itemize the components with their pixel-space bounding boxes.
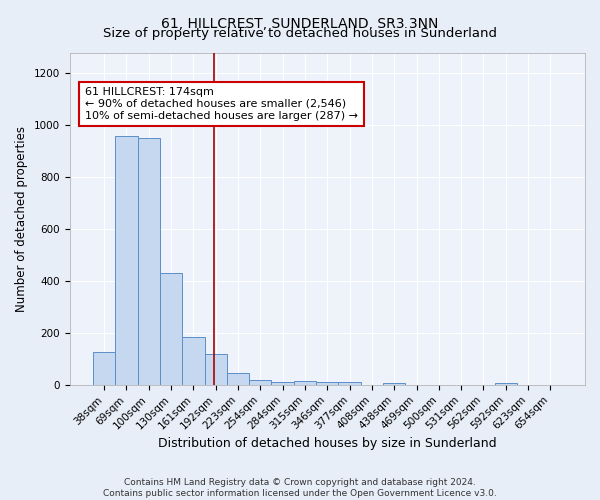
Text: Contains HM Land Registry data © Crown copyright and database right 2024.
Contai: Contains HM Land Registry data © Crown c… xyxy=(103,478,497,498)
Bar xyxy=(316,382,338,385)
Bar xyxy=(294,381,316,385)
Bar xyxy=(271,382,294,385)
Bar xyxy=(137,138,160,385)
Text: 61, HILLCREST, SUNDERLAND, SR3 3NN: 61, HILLCREST, SUNDERLAND, SR3 3NN xyxy=(161,18,439,32)
Bar xyxy=(205,354,227,385)
Bar xyxy=(182,337,205,385)
Bar xyxy=(115,136,137,385)
Bar xyxy=(93,352,115,385)
Bar xyxy=(249,380,271,385)
Bar xyxy=(227,373,249,385)
Bar xyxy=(160,273,182,385)
X-axis label: Distribution of detached houses by size in Sunderland: Distribution of detached houses by size … xyxy=(158,437,497,450)
Bar xyxy=(338,382,361,385)
Text: Size of property relative to detached houses in Sunderland: Size of property relative to detached ho… xyxy=(103,28,497,40)
Y-axis label: Number of detached properties: Number of detached properties xyxy=(15,126,28,312)
Text: 61 HILLCREST: 174sqm
← 90% of detached houses are smaller (2,546)
10% of semi-de: 61 HILLCREST: 174sqm ← 90% of detached h… xyxy=(85,88,358,120)
Bar xyxy=(494,383,517,385)
Bar xyxy=(383,383,406,385)
